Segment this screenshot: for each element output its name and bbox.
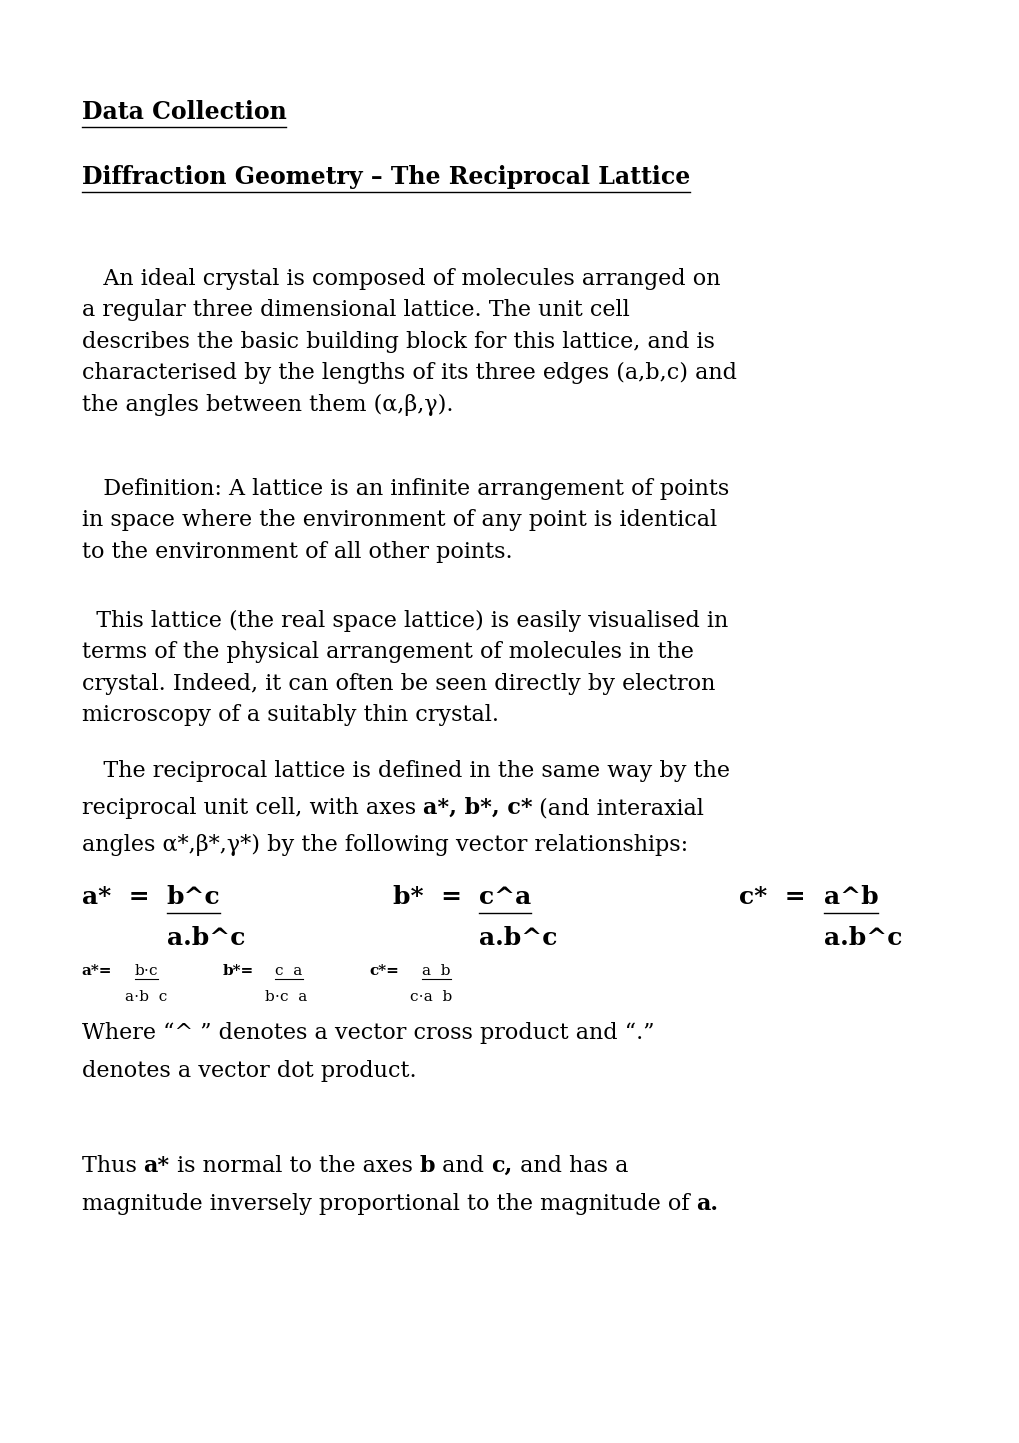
- Text: An ideal crystal is composed of molecules arranged on
a regular three dimensiona: An ideal crystal is composed of molecule…: [82, 268, 736, 416]
- Text: The reciprocal lattice is defined in the same way by the: The reciprocal lattice is defined in the…: [82, 760, 729, 782]
- Text: a.b^c: a.b^c: [166, 926, 245, 949]
- Text: c  a: c a: [275, 964, 303, 978]
- Text: a.b^c: a.b^c: [822, 926, 901, 949]
- Text: Where “^ ” denotes a vector cross product and “.”: Where “^ ” denotes a vector cross produc…: [82, 1022, 653, 1043]
- Text: c⋅a  b: c⋅a b: [410, 990, 451, 1004]
- Text: b: b: [419, 1154, 435, 1177]
- Text: (and interaxial: (and interaxial: [532, 797, 704, 820]
- Text: b⋅c: b⋅c: [135, 964, 158, 978]
- Text: b*  =: b* =: [392, 885, 479, 909]
- Text: angles α*,β*,γ*) by the following vector relationships:: angles α*,β*,γ*) by the following vector…: [82, 834, 687, 856]
- Text: c*  =: c* =: [739, 885, 822, 909]
- Text: a^b: a^b: [822, 885, 877, 909]
- Text: a  b: a b: [422, 964, 450, 978]
- Text: a⋅b  c: a⋅b c: [125, 990, 167, 1004]
- Text: c,: c,: [491, 1154, 513, 1177]
- Text: b⋅c  a: b⋅c a: [265, 990, 307, 1004]
- Text: a*=: a*=: [82, 964, 112, 978]
- Text: This lattice (the real space lattice) is easily visualised in
terms of the physi: This lattice (the real space lattice) is…: [82, 610, 728, 726]
- Text: and has a: and has a: [513, 1154, 628, 1177]
- Text: Data Collection: Data Collection: [82, 100, 286, 124]
- Text: is normal to the axes: is normal to the axes: [169, 1154, 419, 1177]
- Text: reciprocal unit cell, with axes: reciprocal unit cell, with axes: [82, 797, 423, 820]
- Text: a.: a.: [696, 1193, 717, 1215]
- Text: b^c: b^c: [166, 885, 220, 909]
- Text: c*=: c*=: [369, 964, 398, 978]
- Text: c^a: c^a: [479, 885, 531, 909]
- Text: a*, b*, c*: a*, b*, c*: [423, 797, 532, 820]
- Text: a.b^c: a.b^c: [479, 926, 557, 949]
- Text: denotes a vector dot product.: denotes a vector dot product.: [82, 1061, 416, 1082]
- Text: Diffraction Geometry – The Reciprocal Lattice: Diffraction Geometry – The Reciprocal La…: [82, 165, 689, 189]
- Text: and: and: [435, 1154, 491, 1177]
- Text: Thus: Thus: [82, 1154, 144, 1177]
- Text: a*: a*: [144, 1154, 169, 1177]
- Text: magnitude inversely proportional to the magnitude of: magnitude inversely proportional to the …: [82, 1193, 696, 1215]
- Text: b*=: b*=: [222, 964, 254, 978]
- Text: Definition: A lattice is an infinite arrangement of points
in space where the en: Definition: A lattice is an infinite arr…: [82, 478, 729, 563]
- Text: a*  =: a* =: [82, 885, 166, 909]
